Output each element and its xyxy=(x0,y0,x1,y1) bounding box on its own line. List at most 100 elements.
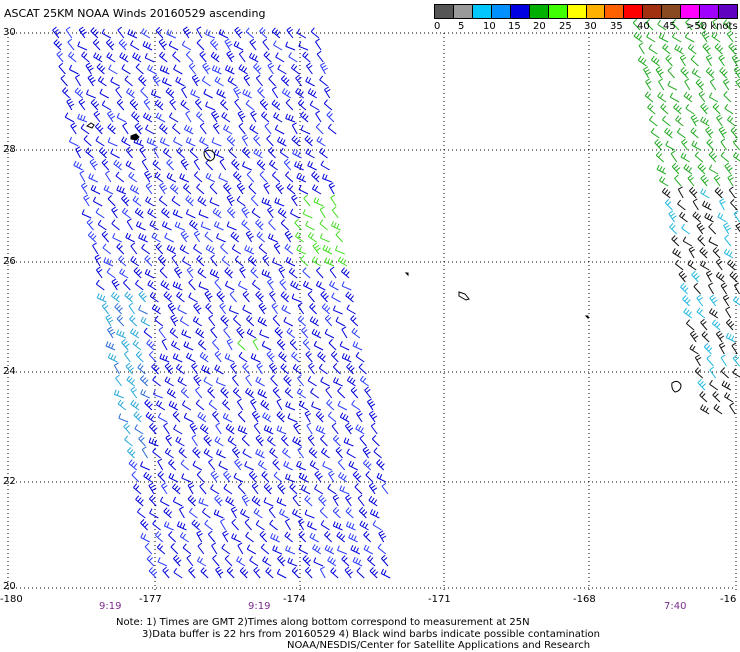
wind-barb xyxy=(195,399,205,411)
wind-barb xyxy=(272,314,281,327)
wind-barb xyxy=(93,110,101,123)
wind-barb xyxy=(661,187,671,199)
wind-barb xyxy=(111,206,118,219)
wind-barb xyxy=(279,147,289,159)
wind-barb xyxy=(172,496,183,507)
legend-color-bar xyxy=(434,4,738,19)
wind-barb xyxy=(312,544,322,555)
wind-barb xyxy=(272,386,281,399)
wind-barb xyxy=(696,222,705,235)
wind-barb xyxy=(350,544,361,555)
wind-barb xyxy=(194,98,203,111)
wind-barb xyxy=(279,508,289,519)
wind-barb xyxy=(267,233,278,243)
wind-barb xyxy=(325,386,333,399)
wind-barb xyxy=(330,350,339,363)
wind-barb xyxy=(291,122,298,135)
wind-barb xyxy=(173,136,183,147)
wind-barb xyxy=(129,184,140,195)
wind-barb xyxy=(302,555,312,567)
wind-barb xyxy=(311,328,322,339)
wind-barb xyxy=(258,243,268,255)
wind-barb xyxy=(121,136,131,147)
wind-barb xyxy=(211,137,222,147)
wind-barb xyxy=(313,557,324,567)
wind-barb xyxy=(228,147,237,159)
wind-barb xyxy=(735,78,740,89)
wind-barb xyxy=(218,460,228,471)
wind-barb xyxy=(246,544,257,555)
island-outline xyxy=(671,380,682,393)
wind-barb xyxy=(369,567,379,579)
wind-barb xyxy=(298,518,305,531)
wind-barb xyxy=(196,470,205,483)
wind-barb xyxy=(296,245,307,255)
wind-barb xyxy=(298,472,309,483)
wind-barb xyxy=(115,171,125,183)
wind-barb xyxy=(708,222,717,235)
legend-swatch xyxy=(510,5,530,18)
wind-barb xyxy=(208,399,218,411)
wind-barb xyxy=(274,327,284,339)
wind-barb xyxy=(727,115,736,127)
wind-barb xyxy=(302,51,311,63)
wind-barb xyxy=(657,92,667,103)
wind-barb xyxy=(85,62,94,75)
wind-barb xyxy=(214,278,222,291)
wind-barb xyxy=(705,126,714,139)
wind-barb xyxy=(237,110,246,123)
wind-barb xyxy=(219,302,227,315)
wind-barb xyxy=(95,279,105,291)
legend-label: 10 xyxy=(483,21,496,32)
wind-barb xyxy=(237,482,246,495)
wind-barb xyxy=(95,136,105,147)
wind-barb xyxy=(337,458,346,471)
wind-barb xyxy=(315,410,325,423)
wind-barb xyxy=(60,74,68,87)
wind-barb xyxy=(152,389,163,399)
wind-barb xyxy=(320,520,330,531)
wind-barb xyxy=(233,40,244,51)
wind-barb xyxy=(126,375,135,387)
wind-barb xyxy=(242,161,252,171)
wind-barb xyxy=(187,495,197,507)
wind-barb xyxy=(691,140,701,151)
wind-barb xyxy=(703,343,713,355)
wind-barb xyxy=(311,256,322,267)
wind-barb xyxy=(192,316,203,327)
wind-barb xyxy=(697,163,707,175)
wind-barb xyxy=(147,280,157,291)
wind-barb xyxy=(696,20,706,31)
wind-barb xyxy=(198,281,209,291)
wind-barb xyxy=(148,437,159,447)
wind-barb xyxy=(355,351,365,363)
wind-barb xyxy=(75,74,81,87)
wind-barb xyxy=(697,235,706,247)
wind-barb xyxy=(142,112,153,123)
legend-label: 45 xyxy=(663,21,676,32)
wind-barb xyxy=(253,134,261,147)
wind-barb xyxy=(180,387,190,399)
wind-barb xyxy=(161,221,172,231)
wind-barb xyxy=(185,208,196,219)
wind-barb xyxy=(285,41,296,51)
wind-barb xyxy=(273,40,283,51)
wind-barb xyxy=(83,194,90,207)
wind-barb xyxy=(241,219,250,231)
wind-barb xyxy=(245,99,255,111)
wind-barb xyxy=(140,461,150,471)
lon-label: -177 xyxy=(139,594,162,605)
wind-barb xyxy=(208,314,216,327)
wind-barb xyxy=(212,554,220,567)
wind-barb xyxy=(224,64,235,75)
wind-barb xyxy=(200,567,209,579)
wind-barb xyxy=(152,447,161,459)
wind-barb xyxy=(116,329,127,339)
wind-barb xyxy=(94,122,104,135)
wind-barb xyxy=(220,99,229,111)
wind-barb xyxy=(335,245,346,255)
wind-barb xyxy=(231,533,241,543)
wind-barb xyxy=(307,376,317,387)
wind-barb xyxy=(337,400,348,411)
wind-barb xyxy=(222,412,233,423)
